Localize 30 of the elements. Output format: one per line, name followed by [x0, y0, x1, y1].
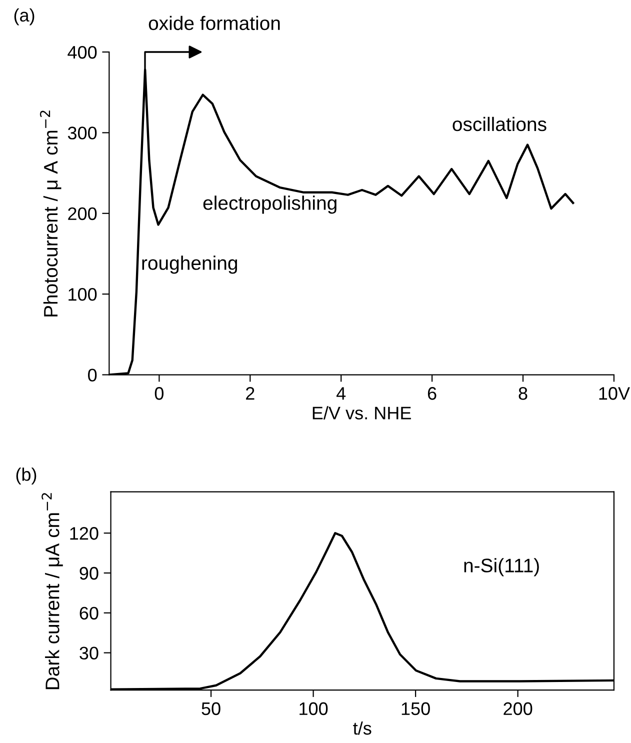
annotation: oscillations [452, 116, 546, 132]
chart-title: (a) [14, 8, 34, 26]
y-tick-label: 400 [68, 46, 97, 59]
y-tick-label: 300 [68, 126, 97, 140]
annotation: roughening [142, 256, 238, 274]
y-tick-label: 200 [68, 207, 97, 220]
y-tick-label: 0 [88, 368, 97, 382]
x-tick-label: 150 [402, 702, 430, 716]
x-tick-label: 10V [599, 387, 630, 400]
y-axis-title: Photocurrent / μ A cm$^{−2}$ [40, 110, 62, 316]
y-tick-label: 60 [80, 606, 98, 620]
chart-title: (b) [16, 468, 36, 484]
annotation: n-Si(111) [464, 558, 539, 576]
x-tick-label: 2 [246, 387, 254, 400]
y-tick-label: 100 [68, 288, 97, 301]
x-tick-label: 6 [428, 387, 436, 400]
annotation: electropolishing [203, 196, 336, 214]
x-axis-title: t/s [353, 721, 372, 735]
y-tick-label: 30 [80, 646, 98, 660]
x-axis-title: E/V vs. NHE [312, 406, 411, 420]
x-tick-label: 4 [336, 387, 346, 400]
y-tick-label: 90 [80, 566, 98, 580]
x-tick-label: 200 [504, 702, 532, 716]
text: oxide formation [148, 16, 280, 30]
x-tick-label: 50 [202, 702, 220, 716]
x-tick-label: 100 [300, 702, 328, 716]
y-tick-label: 120 [70, 527, 98, 540]
x-tick-label: 8 [518, 387, 528, 400]
y-axis-title: Dark current / μA cm$^{−2}$ [42, 493, 63, 690]
x-tick-label: 0 [154, 387, 164, 400]
